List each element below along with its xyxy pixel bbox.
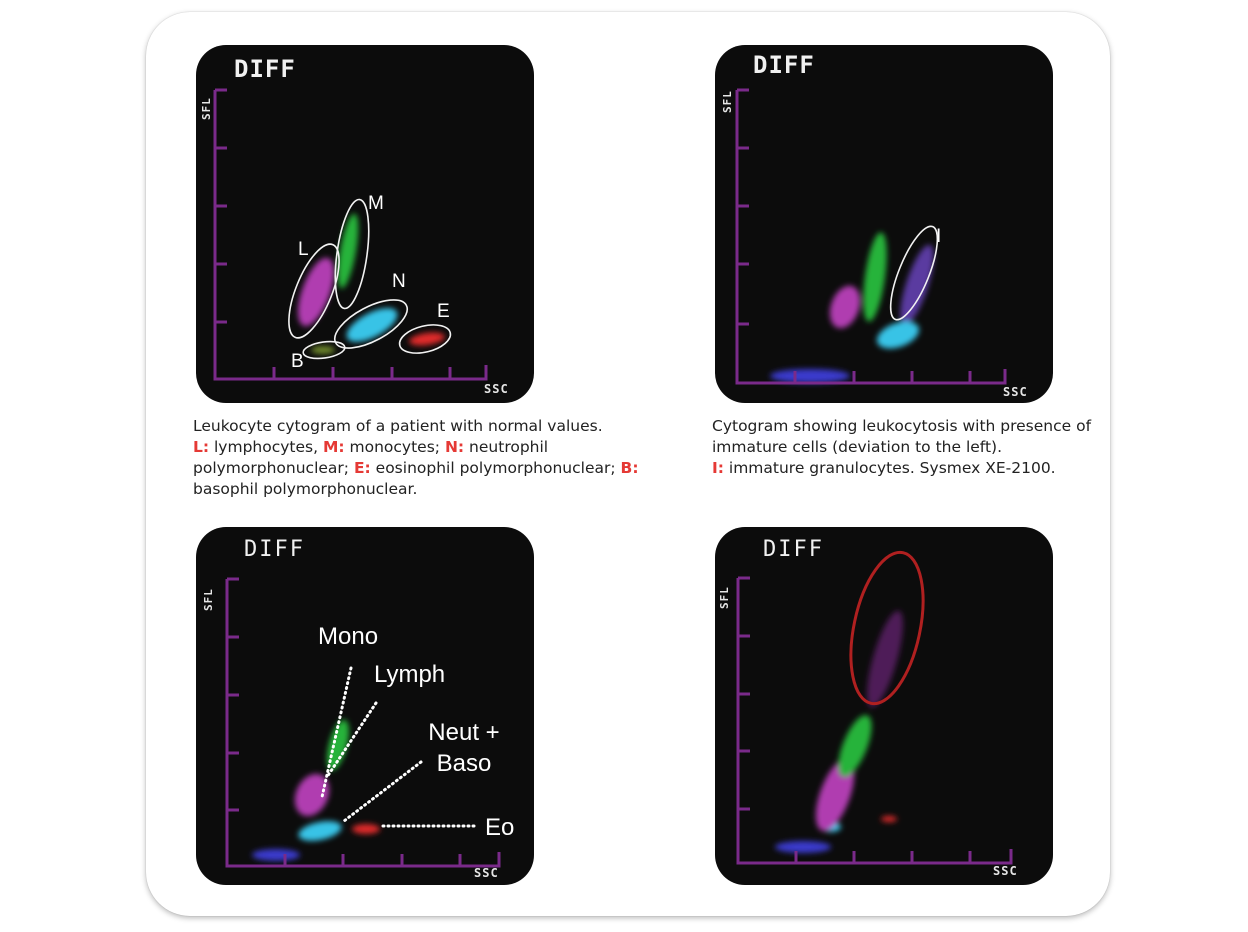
caption-text: Leukocyte cytogram of a patient with nor… bbox=[193, 417, 603, 435]
label-m: M bbox=[368, 193, 384, 214]
cytogram-leukocytosis-plot bbox=[735, 88, 1007, 385]
key-e: E: bbox=[353, 459, 371, 477]
y-axis-label: SFL bbox=[200, 97, 213, 120]
debris-cluster bbox=[775, 841, 831, 853]
label-lymph: Lymph bbox=[374, 661, 446, 688]
label-neut: Neut + bbox=[428, 719, 500, 746]
blast-cluster bbox=[867, 610, 903, 708]
basophil-gate bbox=[302, 340, 346, 360]
monocyte-cluster bbox=[863, 232, 887, 322]
label-mono: Mono bbox=[318, 623, 379, 650]
y-ticks bbox=[738, 576, 750, 811]
lymphocyte-cluster bbox=[294, 773, 330, 817]
axis-lines bbox=[736, 578, 1013, 865]
caption-text: Cytogram showing leukocytosis with prese… bbox=[712, 417, 1092, 456]
neutrophil-cluster bbox=[298, 821, 342, 841]
eosinophil-gate bbox=[398, 324, 452, 354]
y-axis-label: SFL bbox=[202, 588, 215, 611]
eosinophil-cluster bbox=[409, 332, 445, 346]
x-axis-label: SSC bbox=[993, 864, 1018, 878]
caption-leukocytosis: Cytogram showing leukocytosis with prese… bbox=[712, 416, 1092, 479]
leader-lymph bbox=[325, 701, 378, 779]
caption-text: eosinophil polymorphonuclear; bbox=[370, 459, 621, 477]
neutrophil-cluster bbox=[876, 321, 920, 349]
panel-title: DIFF bbox=[244, 537, 305, 562]
label-i: I bbox=[936, 226, 942, 247]
monocyte-cluster bbox=[337, 213, 359, 289]
neutrophil-cluster bbox=[346, 308, 398, 342]
axis-lines bbox=[225, 579, 501, 868]
y-ticks bbox=[227, 577, 239, 812]
monocyte-cluster bbox=[327, 719, 349, 771]
debris-cluster bbox=[770, 369, 850, 383]
eosinophil-cluster bbox=[881, 816, 897, 822]
cytogram-labeled: DIFF SFL SSC Mono Lymph Neut + Baso Eo bbox=[196, 527, 534, 885]
abnormal-population-ring bbox=[849, 550, 925, 706]
x-ticks bbox=[283, 854, 462, 866]
leader-neut bbox=[342, 760, 423, 823]
axis-lines bbox=[213, 90, 488, 381]
neutrophil-gate bbox=[333, 299, 409, 349]
caption-text: lymphocytes, bbox=[209, 438, 323, 456]
y-axis-label: SFL bbox=[718, 586, 731, 609]
label-neut-baso: Neut + Baso bbox=[422, 717, 506, 779]
label-b: B bbox=[291, 351, 304, 372]
key-n: N: bbox=[444, 438, 465, 456]
panel-title: DIFF bbox=[234, 55, 296, 83]
x-ticks bbox=[793, 371, 972, 383]
lymphocyte-cluster bbox=[815, 758, 855, 832]
label-eo: Eo bbox=[485, 814, 515, 841]
leader-mono bbox=[320, 666, 353, 799]
immature-granulocyte-cluster bbox=[900, 244, 934, 326]
y-ticks bbox=[215, 88, 227, 324]
monocyte-gate bbox=[334, 198, 370, 310]
y-ticks bbox=[737, 88, 749, 326]
label-e: E bbox=[437, 301, 450, 322]
caption-text: neutrophil polymorphonuclear; bbox=[193, 438, 549, 477]
basophil-cluster bbox=[311, 346, 335, 354]
key-i: I: bbox=[712, 459, 724, 477]
x-axis-label: SSC bbox=[484, 382, 509, 396]
eosinophil-cluster bbox=[352, 824, 380, 834]
panel-title: DIFF bbox=[763, 537, 824, 562]
lymphocyte-cluster bbox=[829, 285, 861, 329]
label-baso: Baso bbox=[436, 750, 492, 777]
axis-lines bbox=[735, 90, 1007, 385]
immature-gate bbox=[889, 225, 939, 321]
cytogram-leukocytosis: DIFF SFL SSC I bbox=[715, 45, 1053, 403]
label-l: L bbox=[298, 239, 309, 260]
x-ticks bbox=[272, 367, 452, 379]
label-n: N bbox=[392, 271, 406, 292]
key-b: B: bbox=[620, 459, 639, 477]
key-l: L: bbox=[193, 438, 210, 456]
caption-text: basophil polymorphonuclear. bbox=[193, 480, 418, 498]
cytogram-highlighted-plot bbox=[736, 550, 1013, 865]
lymphocyte-gate bbox=[288, 243, 340, 339]
monocyte-cluster bbox=[838, 715, 872, 777]
lymphocyte-cluster bbox=[297, 257, 335, 327]
cytogram-normal-plot bbox=[213, 88, 488, 381]
y-axis-label: SFL bbox=[721, 90, 734, 113]
key-m: M: bbox=[322, 438, 345, 456]
caption-text: monocytes; bbox=[344, 438, 445, 456]
cytogram-labeled-plot bbox=[225, 577, 501, 868]
debris-cluster bbox=[252, 849, 300, 861]
panel-title: DIFF bbox=[753, 51, 815, 79]
x-axis-label: SSC bbox=[1003, 385, 1028, 399]
caption-normal: Leukocyte cytogram of a patient with nor… bbox=[193, 416, 643, 500]
x-ticks bbox=[794, 851, 972, 863]
caption-text: immature granulocytes. Sysmex XE-2100. bbox=[723, 459, 1056, 477]
cytogram-highlighted: DIFF SFL SSC bbox=[715, 527, 1053, 885]
cytogram-normal: DIFF SFL SSC M L N E B bbox=[196, 45, 534, 403]
x-axis-label: SSC bbox=[474, 866, 499, 880]
